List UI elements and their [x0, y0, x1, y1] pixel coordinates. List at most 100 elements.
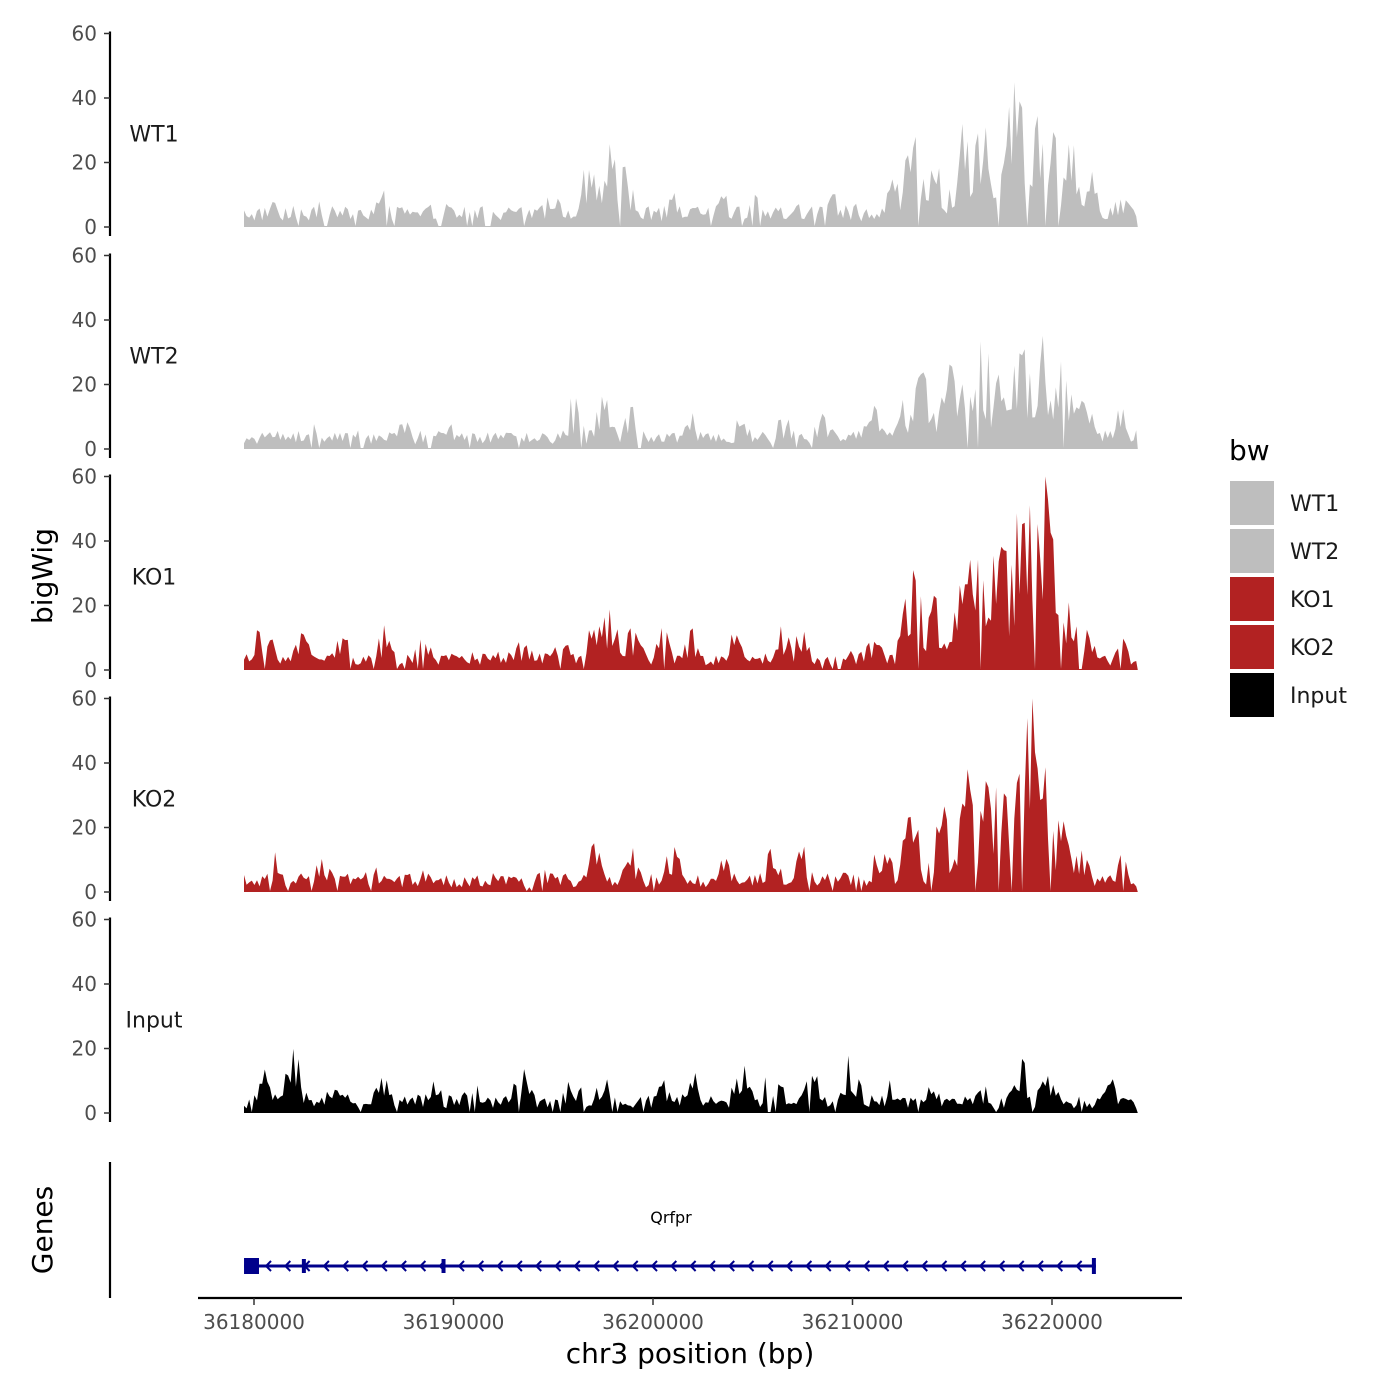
- track-wt1: 0 20 40 60 WT1: [72, 22, 1138, 239]
- legend-swatch: [1228, 479, 1276, 527]
- y-tick-label: 60: [72, 22, 97, 46]
- legend-title: bw: [1229, 434, 1270, 467]
- y-tick-label: 60: [72, 465, 97, 489]
- gene-track-title: Genes: [26, 1186, 59, 1274]
- strand-arrow: [573, 1260, 581, 1272]
- strand-arrow: [322, 1260, 330, 1272]
- coverage-area-ko1: [244, 476, 1138, 670]
- coverage-area-wt1: [244, 82, 1138, 227]
- legend-label: WT1: [1290, 492, 1339, 517]
- legend-label: KO2: [1290, 636, 1335, 661]
- y-tick-label: 20: [72, 594, 97, 618]
- track-label: KO1: [132, 566, 177, 591]
- strand-arrow: [1055, 1260, 1064, 1272]
- strand-arrow: [283, 1260, 292, 1272]
- y-tick-label: 0: [84, 880, 97, 904]
- strand-arrow: [534, 1260, 542, 1272]
- strand-arrow: [1075, 1260, 1083, 1272]
- gene-exon: [301, 1259, 306, 1273]
- strand-arrow: [264, 1260, 272, 1272]
- gene-exon: [244, 1258, 259, 1274]
- coverage-area-wt2: [244, 335, 1138, 449]
- legend-label: WT2: [1290, 540, 1339, 565]
- strand-arrow: [959, 1260, 967, 1272]
- y-tick-label: 40: [72, 308, 97, 332]
- gene-structure: [244, 1258, 1096, 1274]
- y-tick-label: 40: [72, 529, 97, 553]
- coverage-area-input: [244, 1048, 1138, 1113]
- strand-arrow: [669, 1260, 678, 1272]
- gene-track: Genes Qrfpr: [26, 1162, 1096, 1298]
- legend-item-wt1: WT1: [1228, 479, 1339, 527]
- x-tick-label: 36220000: [1001, 1310, 1103, 1334]
- legend-item-ko2: KO2: [1228, 623, 1335, 671]
- y-tick-label: 0: [84, 437, 97, 461]
- y-tick-label: 0: [84, 658, 97, 682]
- track-ko1: 0 20 40 60 KO1: [72, 465, 1138, 682]
- strand-arrow: [515, 1260, 523, 1272]
- strand-arrow: [650, 1260, 658, 1272]
- strand-arrow: [708, 1260, 716, 1272]
- strand-arrow: [399, 1260, 407, 1272]
- signal-tracks: 0 20 40 60 WT1 0 20 40 60 WT2 0 20 40 60 KO1 0 20 40 60 KO2…: [72, 22, 1138, 1125]
- y-tick-label: 20: [72, 151, 97, 175]
- legend-swatch: [1228, 623, 1276, 671]
- x-tick-label: 36190000: [403, 1310, 505, 1334]
- track-ko2: 0 20 40 60 KO2: [72, 687, 1138, 904]
- strand-arrow: [380, 1260, 388, 1272]
- legend-swatch: [1228, 671, 1276, 719]
- strand-arrow: [612, 1260, 620, 1272]
- strand-arrow: [457, 1260, 465, 1272]
- y-tick-label: 0: [84, 1101, 97, 1125]
- x-tick-label: 36180000: [203, 1310, 305, 1334]
- track-label: KO2: [132, 788, 177, 813]
- track-wt2: 0 20 40 60 WT2: [72, 244, 1138, 461]
- legend-item-wt2: WT2: [1228, 527, 1339, 575]
- gene-exon: [441, 1259, 446, 1273]
- strand-arrow: [978, 1260, 986, 1272]
- coverage-area-ko2: [244, 698, 1138, 892]
- strand-arrow: [592, 1260, 600, 1272]
- y-tick-label: 40: [72, 751, 97, 775]
- strand-arrow: [1036, 1260, 1044, 1272]
- strand-arrow: [843, 1260, 851, 1272]
- strand-arrow: [920, 1260, 928, 1272]
- y-tick-label: 60: [72, 908, 97, 932]
- strand-arrow: [631, 1260, 639, 1272]
- strand-arrow: [882, 1260, 890, 1272]
- strand-arrow: [554, 1260, 562, 1272]
- y-tick-label: 0: [84, 215, 97, 239]
- gene-label: Qrfpr: [650, 1208, 692, 1227]
- y-tick-label: 20: [72, 816, 97, 840]
- x-axis-title: chr3 position (bp): [566, 1337, 815, 1370]
- strand-arrow: [476, 1260, 485, 1272]
- strand-arrow: [1017, 1260, 1025, 1272]
- strand-arrow: [341, 1260, 349, 1272]
- strand-arrow: [862, 1260, 871, 1272]
- strand-arrow: [361, 1260, 369, 1272]
- legend-swatch: [1228, 527, 1276, 575]
- y-tick-label: 40: [72, 86, 97, 110]
- strand-arrow: [998, 1260, 1006, 1272]
- y-tick-label: 20: [72, 1037, 97, 1061]
- strand-arrow: [901, 1260, 909, 1272]
- legend-item-ko1: KO1: [1228, 575, 1335, 623]
- strand-arrow: [940, 1260, 948, 1272]
- track-input: 0 20 40 60 Input: [72, 908, 1138, 1125]
- strand-arrow: [727, 1260, 735, 1272]
- y-tick-label: 60: [72, 244, 97, 268]
- strand-arrow: [785, 1260, 793, 1272]
- track-label: WT2: [129, 345, 178, 370]
- legend-item-input: Input: [1228, 671, 1347, 719]
- x-axis: 36180000 36190000 36200000 36210000 36220000…: [198, 1296, 1182, 1370]
- strand-arrow: [689, 1260, 697, 1272]
- legend-swatch: [1228, 575, 1276, 623]
- strand-arrow: [824, 1260, 832, 1272]
- x-tick-label: 36200000: [602, 1310, 704, 1334]
- strand-arrow: [805, 1260, 813, 1272]
- y-tick-label: 60: [72, 687, 97, 711]
- track-label: WT1: [129, 123, 178, 148]
- y-tick-label: 40: [72, 972, 97, 996]
- strand-arrow: [747, 1260, 755, 1272]
